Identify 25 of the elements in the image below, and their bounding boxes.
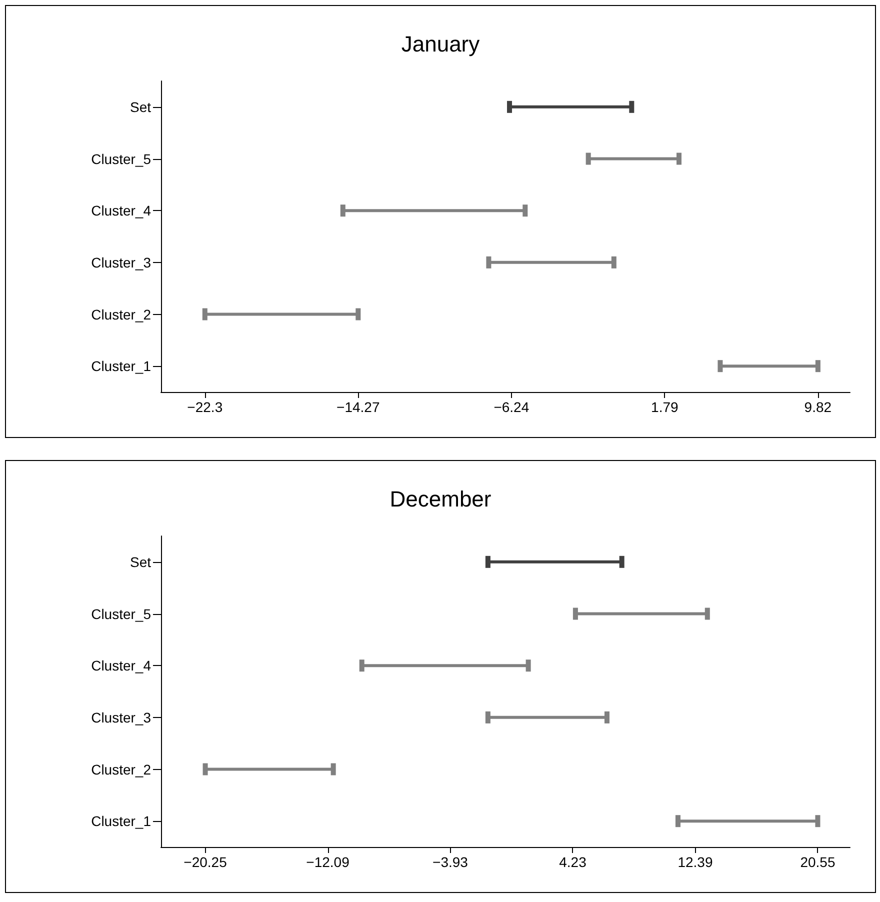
y-tick-label: Cluster_1 xyxy=(91,358,152,374)
x-tick-label: 4.23 xyxy=(559,854,587,870)
y-tick-label: Cluster_3 xyxy=(91,254,152,270)
y-tick-label: Set xyxy=(130,98,152,115)
x-tick-label: −6.24 xyxy=(494,399,530,415)
x-tick-label: −22.3 xyxy=(187,399,223,415)
chart-title: January xyxy=(401,32,480,56)
y-tick-label: Cluster_4 xyxy=(91,658,152,674)
y-tick-label: Cluster_4 xyxy=(91,202,152,219)
x-tick-label: 1.79 xyxy=(651,399,679,415)
y-tick-label: Cluster_5 xyxy=(91,606,152,622)
y-tick-label: Cluster_2 xyxy=(91,306,152,322)
chart-title: December xyxy=(390,486,492,512)
x-tick-label: −14.27 xyxy=(336,399,380,415)
x-tick-label: 20.55 xyxy=(800,854,836,870)
x-tick-label: 9.82 xyxy=(804,399,832,415)
y-tick-label: Cluster_3 xyxy=(91,709,152,726)
y-tick-label: Cluster_2 xyxy=(91,761,152,778)
y-tick-label: Set xyxy=(130,554,152,570)
x-tick-label: −3.93 xyxy=(432,854,468,870)
x-tick-label: −20.25 xyxy=(184,854,228,870)
x-tick-label: 12.39 xyxy=(678,854,713,870)
y-tick-label: Cluster_5 xyxy=(91,150,152,167)
y-tick-label: Cluster_1 xyxy=(91,813,152,830)
x-tick-label: −12.09 xyxy=(306,854,350,870)
